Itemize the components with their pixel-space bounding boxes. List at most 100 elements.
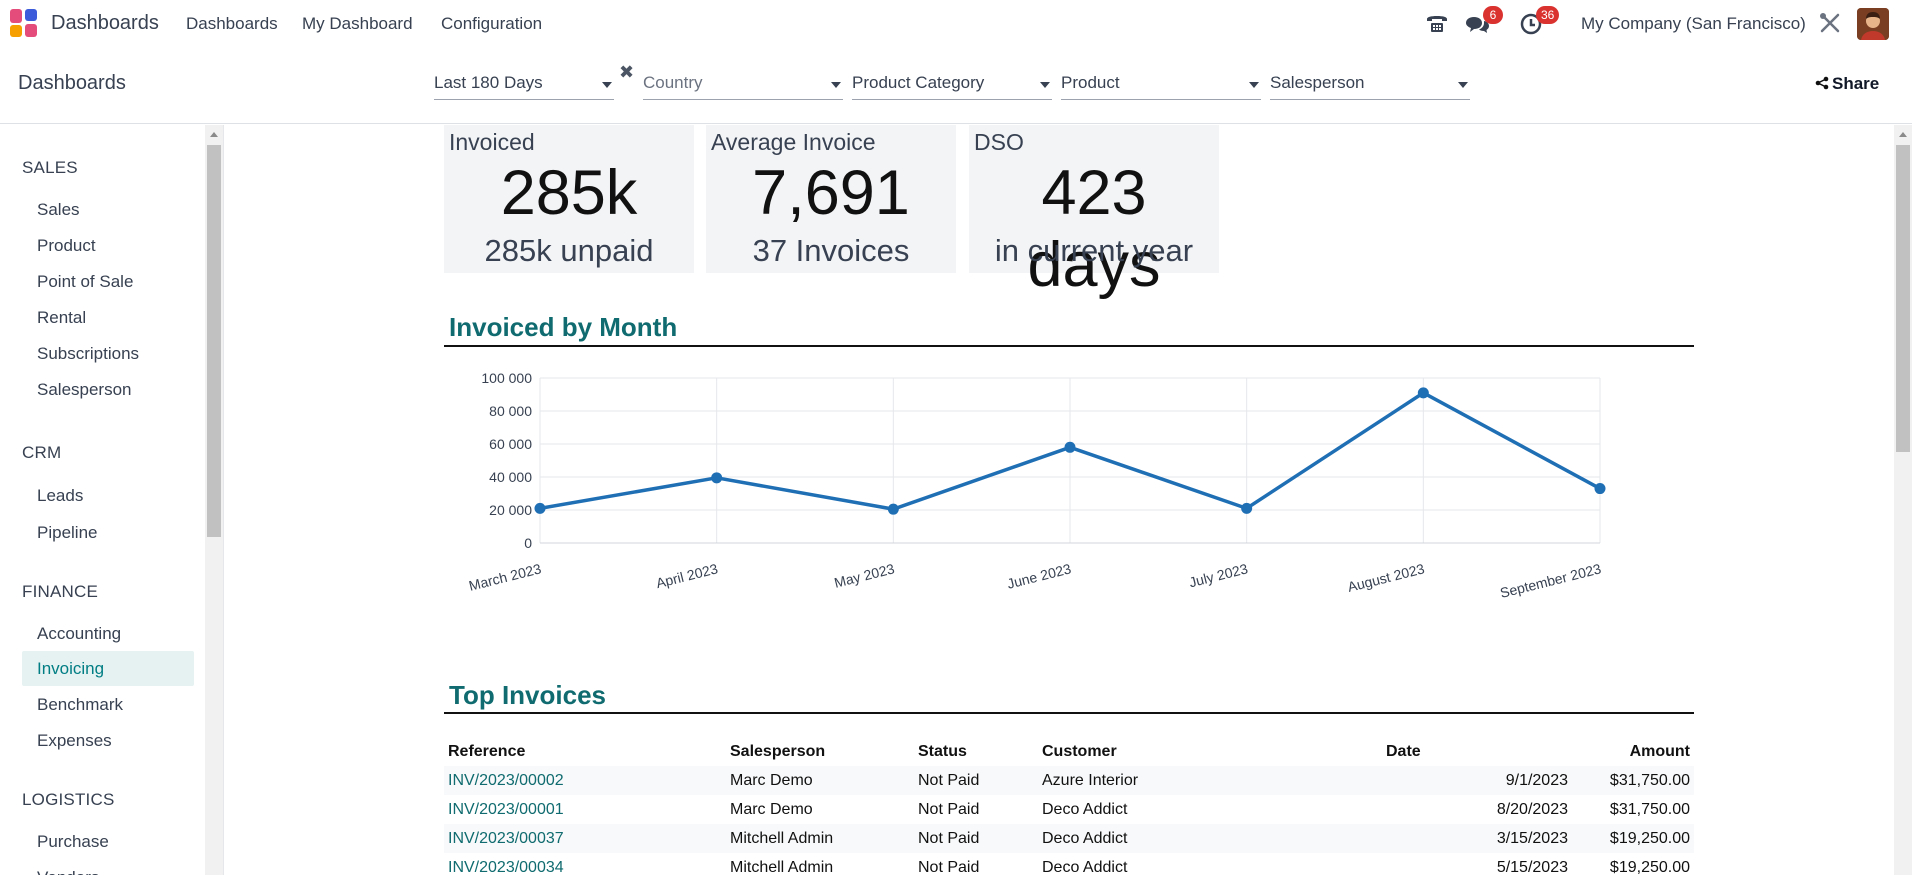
section-title-finance: FINANCE (22, 582, 99, 601)
sidebar-item-point-of-sale[interactable]: Point of Sale (37, 272, 134, 291)
control-panel: Dashboards Last 180 Days ✖ Country Produ… (0, 48, 1912, 124)
data-point (1241, 502, 1253, 514)
invoice-reference-link[interactable]: INV/2023/00034 (448, 858, 564, 875)
company-switcher[interactable]: My Company (San Francisco) (1581, 14, 1806, 33)
invoice-reference-link[interactable]: INV/2023/00001 (448, 800, 564, 818)
tools-icon[interactable] (1818, 11, 1844, 35)
phone-icon[interactable] (1424, 12, 1450, 36)
data-point (1417, 387, 1429, 399)
col-date: Date (1386, 742, 1421, 760)
data-point (1594, 483, 1606, 495)
table-row[interactable]: INV/2023/00034 Mitchell Admin Not Paid D… (444, 853, 1694, 875)
y-tick-label: 80 000 (489, 403, 532, 419)
sidebar-item-salesperson[interactable]: Salesperson (37, 380, 132, 399)
top-invoices-table: Reference Salesperson Status Customer Da… (444, 737, 1694, 875)
table-row[interactable]: INV/2023/00037 Mitchell Admin Not Paid D… (444, 824, 1694, 853)
x-tick-label: June 2023 (1005, 560, 1073, 591)
cell-date: 3/15/2023 (1382, 824, 1572, 853)
cell-customer: Deco Addict (1042, 858, 1128, 875)
invoice-reference-link[interactable]: INV/2023/00037 (444, 824, 726, 853)
sidebar-item-vendors[interactable]: Vendors (22, 860, 194, 875)
country-filter[interactable]: Country (643, 68, 843, 100)
col-reference: Reference (448, 742, 526, 760)
top-invoices-title: Top Invoices (449, 680, 606, 710)
cell-customer: Deco Addict (1038, 824, 1382, 853)
sidebar-item-benchmark[interactable]: Benchmark (37, 695, 123, 714)
kpi-subtitle: 285k unpaid (484, 233, 654, 268)
invoiced-by-month-chart[interactable]: 0 20 000 40 000 60 000 80 000 100 000 March 20… (440, 358, 1700, 598)
cell-amount: $19,250.00 (1572, 824, 1694, 853)
dashboards-app-icon[interactable] (10, 9, 39, 38)
col-salesperson: Salesperson (730, 742, 826, 760)
user-avatar[interactable] (1857, 8, 1889, 40)
scroll-up-icon[interactable] (210, 132, 218, 137)
sidebar-divider (223, 125, 224, 875)
kpi-value: 423 days (1027, 158, 1161, 300)
messages-icon[interactable] (1465, 12, 1491, 36)
period-filter[interactable]: Last 180 Days (434, 68, 614, 100)
share-button[interactable]: Share (1815, 74, 1879, 94)
period-filter-value: Last 180 Days (434, 73, 543, 92)
activities-clock-icon[interactable] (1519, 12, 1545, 36)
cell-date: 5/15/2023 (1496, 858, 1568, 875)
cell-amount: $31,750.00 (1609, 800, 1690, 818)
country-filter-placeholder: Country (643, 73, 703, 92)
menu-my-dashboard[interactable]: My Dashboard (302, 14, 413, 33)
kpi-title: Average Invoice (711, 129, 876, 155)
menu-dashboards[interactable]: Dashboards (186, 14, 278, 33)
table-row[interactable]: INV/2023/00002 Marc Demo Not Paid Azure … (444, 766, 1694, 795)
table-row[interactable]: INV/2023/00001 Marc Demo Not Paid Deco A… (444, 795, 1694, 824)
cell-date: 8/20/2023 (1496, 800, 1568, 818)
section-title-crm: CRM (22, 443, 62, 462)
top-navbar: Dashboards Dashboards My Dashboard Confi… (0, 0, 1912, 48)
cell-amount: $31,750.00 (1572, 766, 1694, 795)
sidebar-item-accounting[interactable]: Accounting (37, 624, 122, 643)
product-category-filter[interactable]: Product Category (852, 68, 1052, 100)
sidebar-item-product[interactable]: Product (37, 236, 96, 255)
cell-customer: Deco Addict (1042, 800, 1128, 818)
scroll-up-icon[interactable] (1899, 132, 1907, 137)
activities-badge: 36 (1536, 6, 1560, 24)
menu-configuration[interactable]: Configuration (441, 14, 543, 33)
sidebar-item-invoicing[interactable]: Invoicing (22, 651, 194, 686)
y-tick-label: 60 000 (489, 436, 532, 452)
cell-status: Not Paid (918, 858, 980, 875)
clear-period-icon[interactable]: ✖ (619, 62, 635, 82)
sidebar-item-subscriptions[interactable]: Subscriptions (37, 344, 140, 363)
sidebar-item-sales[interactable]: Sales (37, 200, 80, 219)
kpi-title: DSO (974, 129, 1024, 155)
sidebar-item-rental[interactable]: Rental (37, 308, 87, 327)
main-scrollbar[interactable] (1894, 125, 1912, 875)
kpi-dso[interactable]: DSO 423 days in current year (969, 125, 1219, 300)
cell-salesperson: Marc Demo (726, 766, 914, 795)
x-tick-label: August 2023 (1346, 560, 1426, 595)
chevron-down-icon (1040, 82, 1050, 88)
cell-amount: $19,250.00 (1609, 858, 1690, 875)
sidebar-scrollbar[interactable] (205, 125, 223, 875)
cell-salesperson: Marc Demo (730, 800, 813, 818)
breadcrumb: Dashboards (18, 72, 126, 94)
salesperson-filter[interactable]: Salesperson (1270, 68, 1470, 100)
sidebar-item-purchase[interactable]: Purchase (37, 832, 109, 851)
table-header-row: Reference Salesperson Status Customer Da… (444, 737, 1694, 766)
app-name[interactable]: Dashboards (51, 12, 159, 34)
y-tick-label: 40 000 (489, 469, 532, 485)
sidebar-item-expenses[interactable]: Expenses (37, 731, 112, 750)
chevron-down-icon (1249, 82, 1259, 88)
kpi-average-invoice[interactable]: Average Invoice 7,691 37 Invoices (706, 125, 956, 273)
sidebar-item-pipeline[interactable]: Pipeline (37, 523, 98, 542)
x-tick-label: March 2023 (467, 560, 543, 593)
kpi-invoiced[interactable]: Invoiced 285k 285k unpaid (444, 125, 694, 273)
invoice-reference-link[interactable]: INV/2023/00002 (444, 766, 726, 795)
section-divider (444, 712, 1694, 714)
col-customer: Customer (1042, 742, 1117, 760)
cell-status: Not Paid (914, 824, 1038, 853)
sidebar-scrollbar-thumb[interactable] (207, 145, 221, 537)
kpi-value: 7,691 (752, 158, 910, 228)
product-filter-placeholder: Product (1061, 73, 1120, 92)
product-filter[interactable]: Product (1061, 68, 1261, 100)
sidebar-item-leads[interactable]: Leads (37, 486, 84, 505)
data-point (711, 472, 723, 484)
chevron-down-icon (602, 82, 612, 88)
main-scrollbar-thumb[interactable] (1896, 145, 1910, 452)
